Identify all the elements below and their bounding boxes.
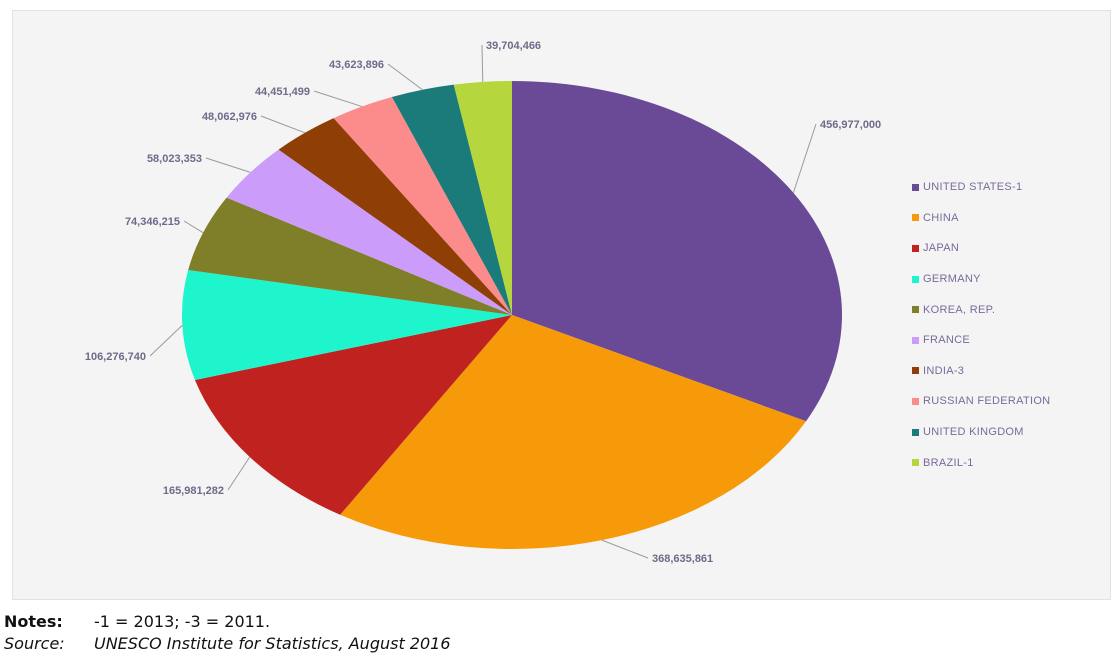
legend-swatch	[912, 306, 919, 314]
legend-swatch	[912, 244, 919, 252]
slice-value-label: 43,623,896	[329, 59, 384, 71]
leader-line	[149, 324, 183, 357]
legend-item: JAPAN	[912, 233, 1112, 264]
notes-text: -1 = 2013; -3 = 2011.	[94, 612, 271, 631]
source-row: Source: UNESCO Institute for Statistics,…	[4, 634, 451, 656]
slice-value-label: 74,346,215	[125, 216, 180, 228]
legend-label: UNITED KINGDOM	[923, 426, 1024, 439]
legend-swatch	[912, 214, 919, 222]
legend-swatch	[912, 428, 919, 436]
leader-line	[227, 456, 251, 491]
legend-label: UNITED STATES-1	[923, 181, 1023, 194]
legend-item: BRAZIL-1	[912, 447, 1112, 478]
leader-line	[260, 115, 306, 134]
pie-slice	[391, 84, 512, 315]
pie-slice	[512, 81, 842, 422]
legend-item: GERMANY	[912, 264, 1112, 295]
legend-label: JAPAN	[923, 242, 960, 255]
leader-line	[313, 90, 363, 108]
source-key: Source:	[4, 634, 65, 653]
legend-label: KOREA, REP.	[923, 303, 996, 316]
slice-value-label: 165,981,282	[163, 485, 224, 497]
leader-line	[792, 123, 817, 193]
legend-item: UNITED STATES-1	[912, 172, 1112, 203]
leader-line	[183, 220, 204, 234]
pie-slice	[453, 81, 512, 315]
pie-chart: 456,977,000 368,635,861 165,981,282 106,276…	[85, 40, 881, 565]
slice-value-label: 58,023,353	[147, 153, 202, 165]
legend-swatch	[912, 459, 919, 467]
legend-swatch	[912, 183, 919, 191]
slice-value-label: 368,635,861	[652, 553, 713, 565]
pie-slice	[188, 197, 513, 315]
chart-legend: UNITED STATES-1 CHINA JAPAN GERMANY KOREA, R…	[912, 172, 1112, 478]
legend-swatch	[912, 367, 919, 375]
legend-label: FRANCE	[923, 334, 971, 347]
slice-value-label: 106,276,740	[85, 351, 146, 363]
source-text: UNESCO Institute for Statistics, August …	[94, 634, 451, 653]
slice-value-label: 44,451,499	[255, 86, 310, 98]
pie-slice	[226, 149, 512, 315]
slice-value-label: 48,062,976	[202, 111, 257, 123]
leader-line	[205, 157, 251, 173]
legend-item: CHINA	[912, 203, 1112, 234]
pie-slice	[340, 315, 807, 549]
leader-line	[601, 539, 649, 559]
legend-swatch	[912, 336, 919, 344]
leader-line	[481, 44, 484, 82]
pie-slice	[181, 269, 512, 380]
notes-key: Notes:	[4, 612, 63, 631]
legend-label: RUSSIAN FEDERATION	[923, 395, 1051, 408]
pie-slice	[194, 315, 512, 515]
pie-slice	[333, 97, 512, 315]
legend-label: BRAZIL-1	[923, 456, 974, 469]
legend-item: INDIA-3	[912, 356, 1112, 387]
legend-label: GERMANY	[923, 273, 981, 286]
legend-label: CHINA	[923, 211, 959, 224]
slice-value-label: 39,704,466	[486, 40, 541, 52]
legend-item: UNITED KINGDOM	[912, 417, 1112, 448]
legend-swatch	[912, 275, 919, 283]
legend-item: KOREA, REP.	[912, 294, 1112, 325]
legend-swatch	[912, 397, 919, 405]
leader-line	[387, 63, 423, 91]
chart-notes: Notes: -1 = 2013; -3 = 2011. Source: UNE…	[4, 612, 451, 656]
legend-label: INDIA-3	[923, 364, 965, 377]
notes-row: Notes: -1 = 2013; -3 = 2011.	[4, 612, 451, 634]
legend-item: FRANCE	[912, 325, 1112, 356]
legend-item: RUSSIAN FEDERATION	[912, 386, 1112, 417]
slice-value-label: 456,977,000	[820, 119, 881, 131]
pie-slice	[278, 118, 512, 316]
